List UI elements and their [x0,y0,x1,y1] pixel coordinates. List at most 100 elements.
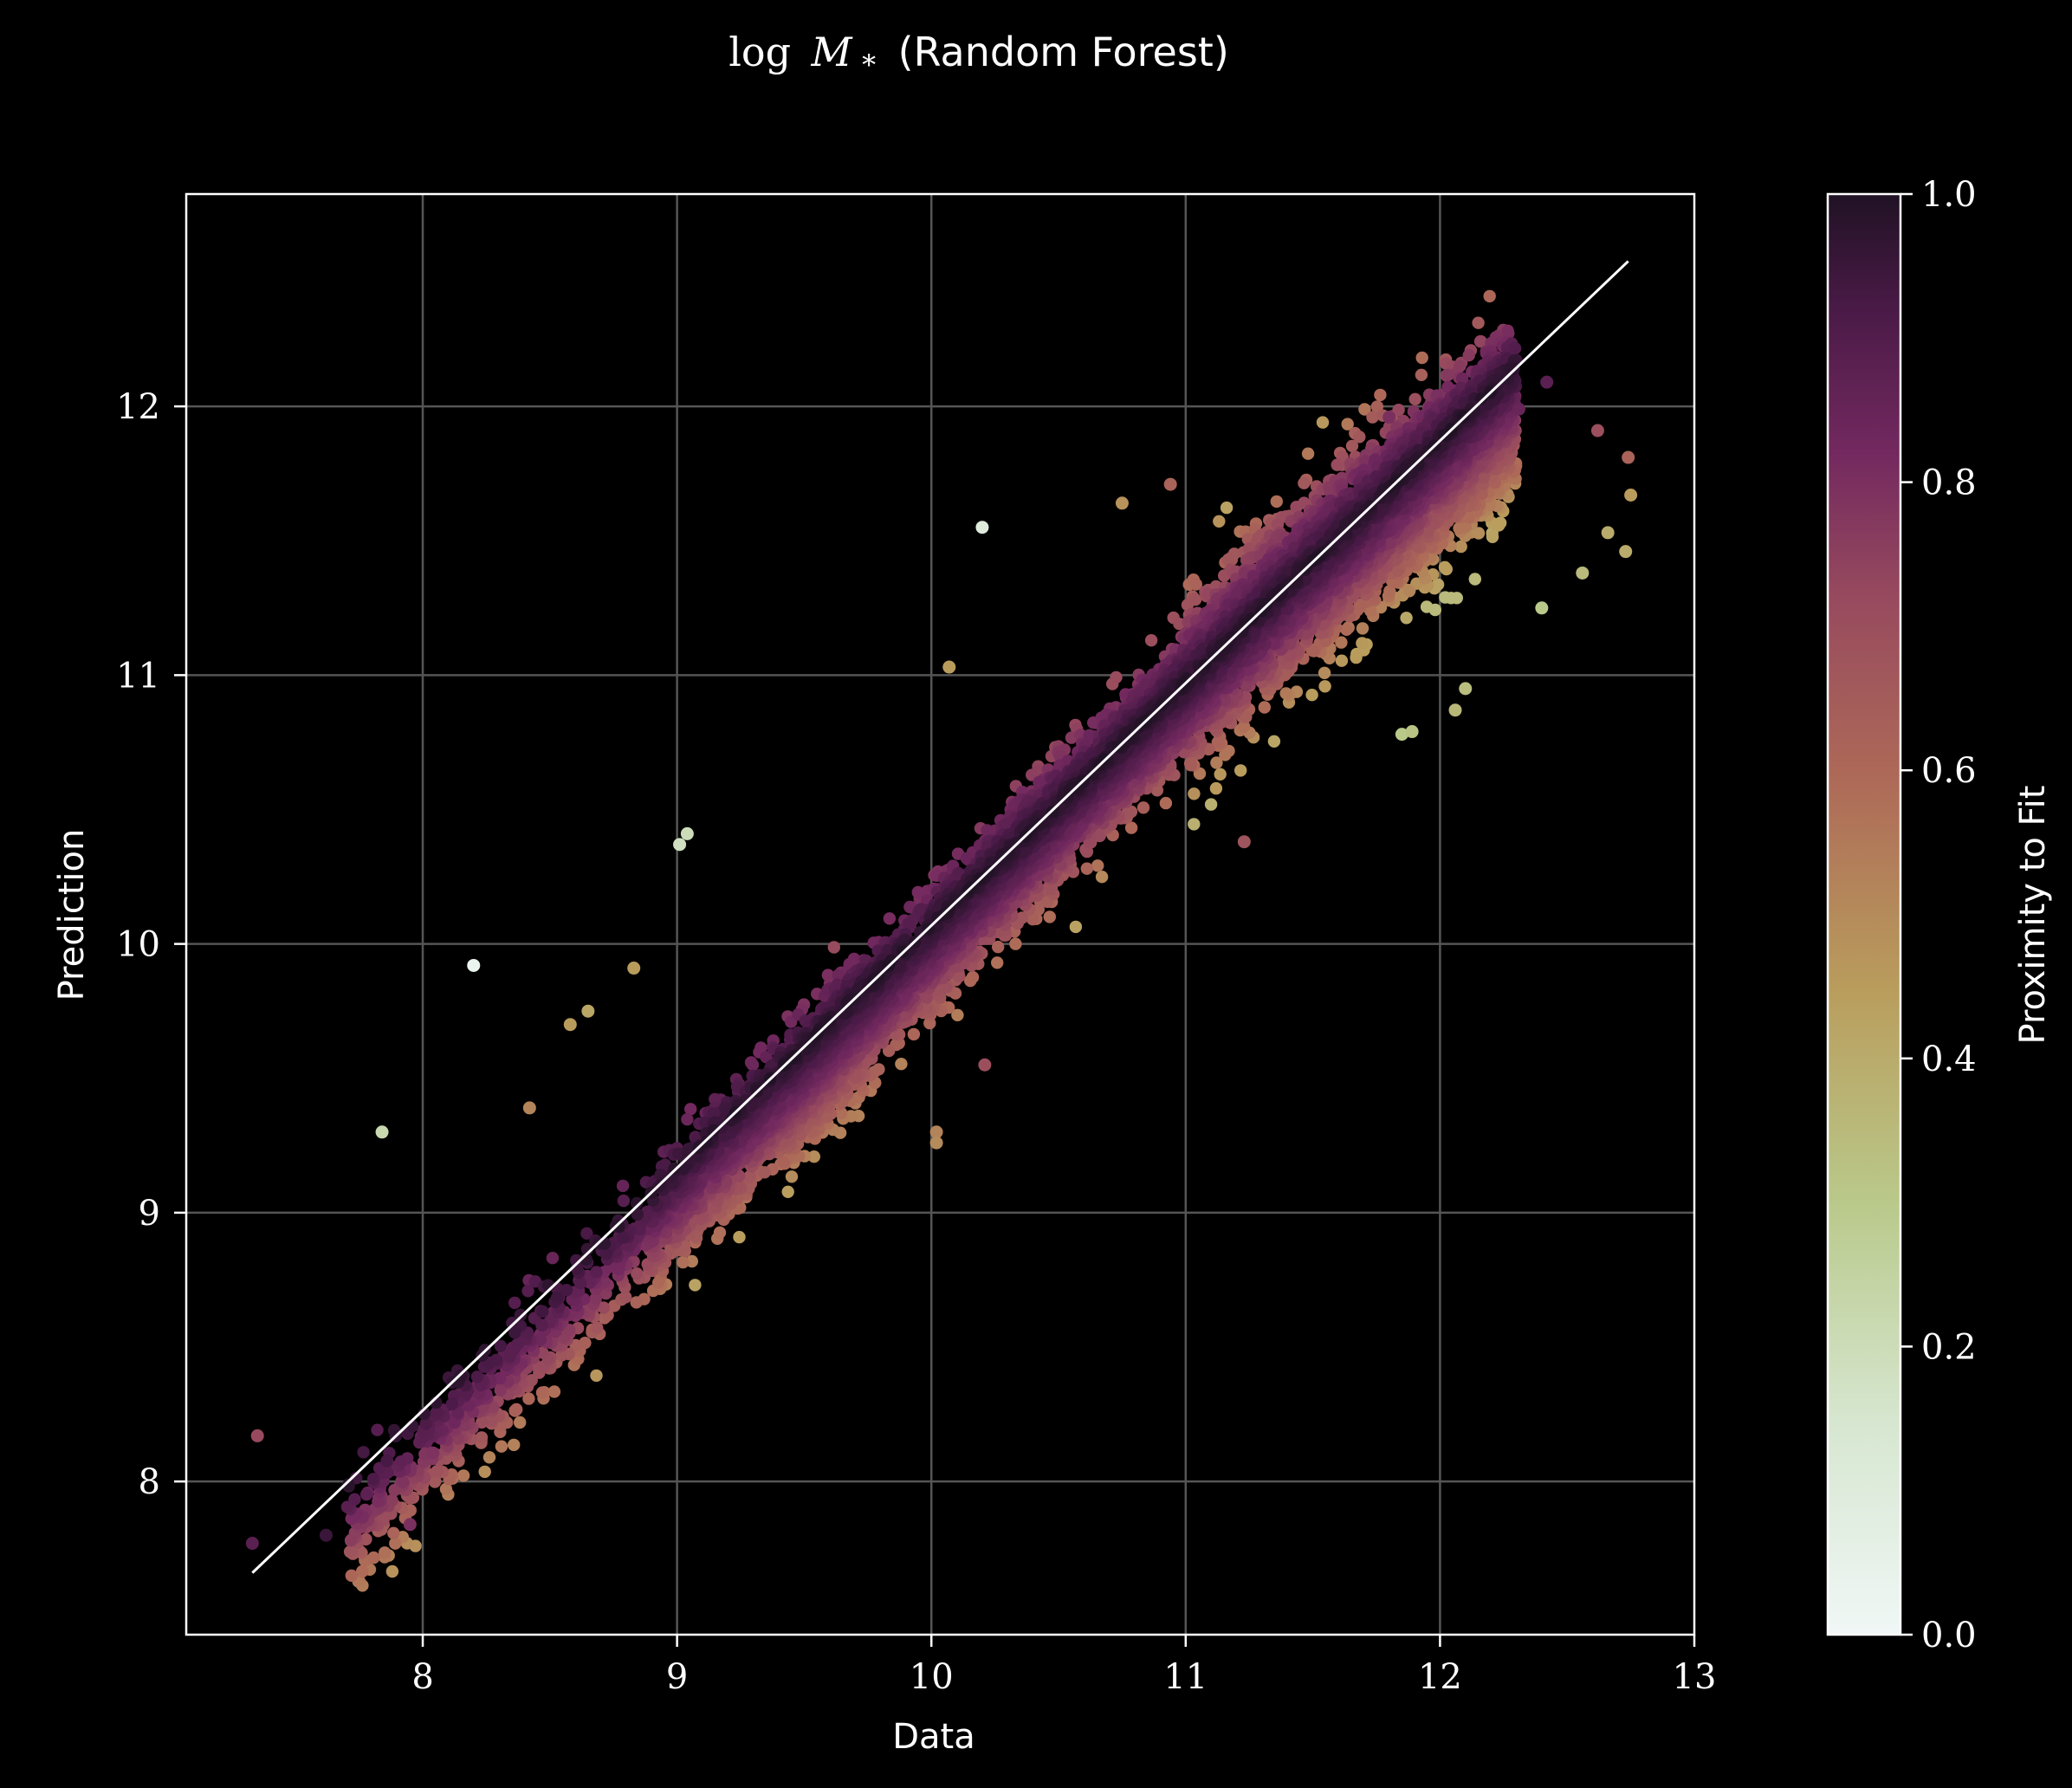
scatter-point [776,1156,789,1169]
scatter-point [579,1337,592,1350]
scatter-point [1420,600,1434,613]
scatter-point [1189,578,1203,591]
scatter-point [522,1392,535,1405]
scatter-point [1298,476,1311,489]
scatter-point [379,1546,392,1559]
scatter-point [746,1059,760,1072]
scatter-point [495,1440,508,1453]
scatter-point [1356,622,1369,635]
scatter-point [456,1469,470,1482]
scatter-point [1440,562,1454,576]
scatter-point [1009,937,1022,950]
scatter-point [882,1044,896,1058]
scatter-point [1477,470,1490,484]
scatter-point [630,1296,643,1309]
scatter-point [1184,759,1197,772]
scatter-point [1358,403,1371,416]
scatter-point [1391,564,1404,577]
scatter-point [1240,710,1253,723]
scatter-point [1340,623,1353,636]
scatter-point [1450,592,1464,605]
scatter-point [1431,578,1445,591]
scatter-point [713,1226,727,1240]
scatter-point [631,1267,644,1280]
scatter-point [1069,920,1083,934]
scatter-point [1144,634,1158,647]
scatter-point [1188,787,1201,800]
scatter-point [781,1185,794,1199]
scatter-point [827,941,840,954]
scatter-point [1015,911,1029,924]
scatter-point [1483,289,1496,303]
scatter-point [385,1564,399,1578]
scatter-point [733,1230,746,1244]
scatter-point [807,1150,820,1163]
scatter-point [1305,689,1318,702]
scatter-point [387,1526,400,1540]
scatter-point [1350,651,1363,664]
scatter-point [475,1431,489,1444]
scatter-point [1221,554,1235,567]
scatter-point [1383,585,1396,598]
scatter-point [743,1170,756,1183]
scatter-point [1345,439,1359,452]
scatter-point [1159,796,1173,810]
scatter-point [1301,447,1315,460]
scatter-point [1492,519,1505,532]
scatter-point [1188,818,1201,831]
scatter-point [1220,501,1233,515]
scatter-point [1267,735,1281,748]
scatter-point [1080,862,1094,875]
scatter-point [1237,720,1251,733]
scatter-point [1204,798,1218,811]
scatter-point [1472,316,1485,329]
scatter-point [1110,670,1123,684]
scatter-point [1415,368,1428,381]
scatter-point [1209,781,1223,795]
scatter-point [907,1027,921,1041]
scatter-point [1318,666,1331,679]
title-math-log: log [728,29,791,75]
scatter-point [883,912,897,925]
scatter-point [547,1385,561,1398]
scatter-point [652,1276,665,1289]
scatter-point [1370,400,1384,413]
scatter-point [478,1465,491,1479]
title-math-symbol: M [811,29,854,75]
scatter-point [1213,515,1226,528]
scatter-point [1210,756,1223,769]
scatter-point [1124,821,1138,834]
scatter-point [992,940,1005,954]
scatter-point [389,1537,402,1550]
scatter-point [1353,598,1367,612]
scatter-point [685,1254,698,1268]
scatter-point [1439,591,1452,604]
scatter-point [1335,636,1348,649]
scatter-point [439,1482,453,1496]
scatter-point [394,1455,407,1468]
scatter-point [546,1252,560,1265]
scatter-point [590,1369,603,1383]
scatter-point [785,1170,799,1183]
scatter-point [1353,431,1366,444]
scatter-point [1400,612,1413,625]
scatter-point [951,1008,964,1022]
scatter-point [689,1279,702,1292]
scatter-point [677,1255,690,1269]
scatter-point [1258,701,1272,714]
scatter-point [1415,351,1428,365]
grid-lines [186,194,1694,1635]
scatter-point [1318,680,1331,693]
scatter-point [1335,654,1349,667]
chart-title: log M * (Random Forest) [728,29,1229,83]
scatter-point [1441,368,1454,382]
scatter-point [1454,540,1467,554]
scatter-point [1095,871,1109,884]
scatter-point [356,1564,369,1578]
scatter-point [681,1113,694,1126]
scatter-point [426,1446,439,1460]
scatter-point [1150,784,1164,797]
scatter-point [514,1416,527,1429]
scatter-point [619,1291,632,1304]
scatter-point [1316,416,1330,429]
